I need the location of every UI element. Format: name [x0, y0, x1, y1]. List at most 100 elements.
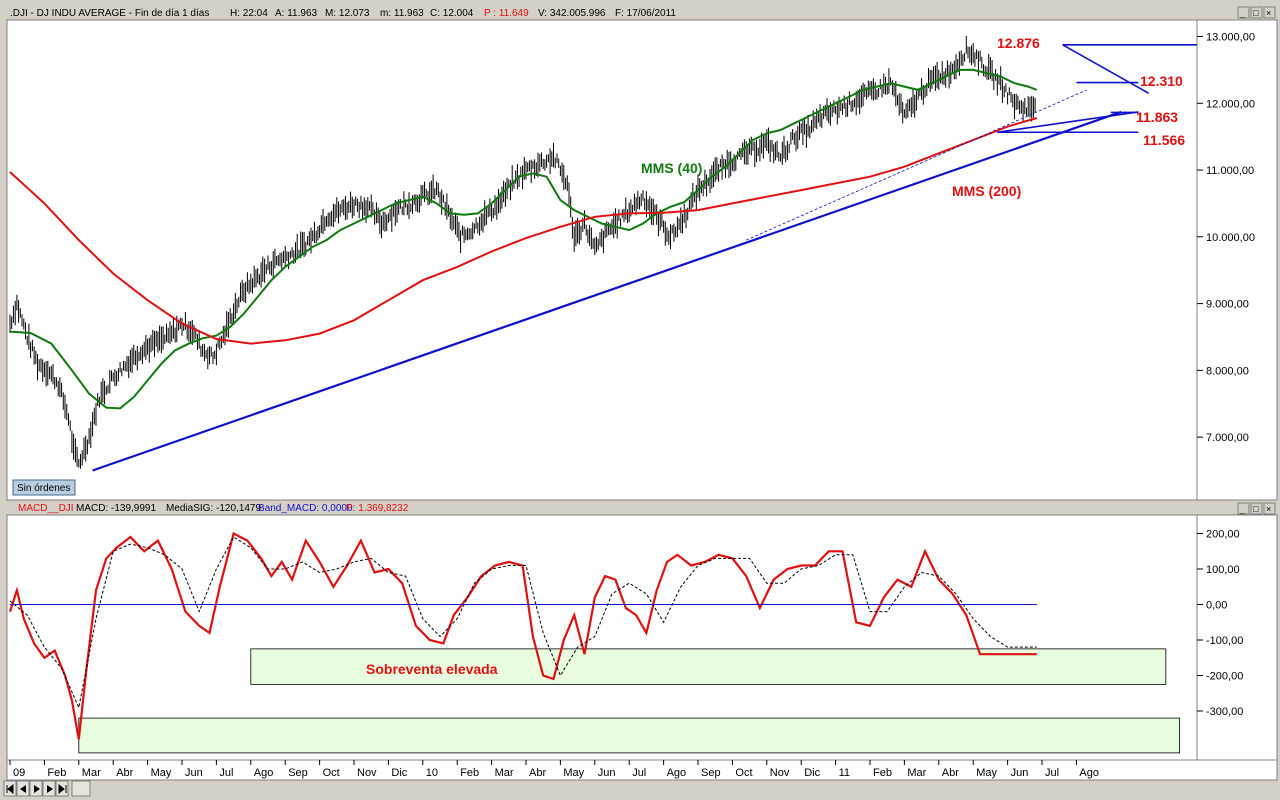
zone-extreme-oversold — [78, 717, 1181, 754]
maximize-icon: □ — [1253, 8, 1259, 18]
macd-header: MACD__DJI MACD: -139,9991 MediaSIG: -120… — [18, 503, 409, 514]
macd-maximize-icon: □ — [1253, 504, 1259, 514]
minimize-button[interactable] — [1237, 6, 1250, 19]
price-tick-label: 13.000,00 — [1206, 32, 1255, 44]
x-tick-label: Feb — [47, 767, 66, 779]
oversold-zones — [78, 648, 1181, 754]
macd-header-signal: MediaSIG: -120,1479 — [166, 503, 261, 514]
price-header: .DJI - DJ INDU AVERAGE - Fin de día 1 dí… — [10, 8, 676, 19]
time-axis-area — [6, 759, 1278, 781]
x-tick-label: Abr — [116, 767, 133, 779]
last-icon — [58, 783, 67, 795]
annotations: 12.876 12.310 11.863 11.566 MMS (40) MMS… — [366, 35, 1185, 677]
price-tick-label: 7.000,00 — [1206, 432, 1249, 444]
x-tick-label: Jun — [598, 767, 616, 779]
close-icon: × — [1266, 8, 1271, 18]
header-a: A: 11.963 — [275, 8, 318, 19]
x-tick-label: Jul — [219, 767, 233, 779]
next-icon — [47, 785, 53, 793]
trendlines-layer — [92, 43, 1197, 472]
x-tick-label: Jun — [1011, 767, 1029, 779]
macd-minimize-button[interactable] — [1237, 502, 1250, 515]
macd-minimize-icon: _ — [1239, 504, 1246, 514]
x-tick-label: Ago — [667, 767, 687, 779]
header-f: F: 17/06/2011 — [615, 8, 676, 19]
price-window-buttons[interactable]: _ □ × — [1237, 6, 1276, 19]
macd-axis-ticks: 200,00 100,00 0,00 -100,00 -200,00 -300,00 — [1197, 529, 1243, 718]
annotation-low2: 11.566 — [1143, 132, 1185, 148]
close-button[interactable] — [1263, 6, 1276, 19]
header-p: P : 11.649 — [484, 8, 529, 19]
price-tick-label: 10.000,00 — [1206, 232, 1255, 244]
trendline-dashed — [745, 89, 1087, 241]
price-tick-label: 11.000,00 — [1206, 165, 1254, 177]
macd-tick-label: -300,00 — [1206, 706, 1243, 718]
sin-ordenes-box[interactable] — [12, 479, 76, 496]
x-tick-label: Oct — [735, 767, 752, 779]
price-plot-area — [6, 19, 1198, 501]
price-series-layer — [9, 35, 1038, 469]
macd-tick-label: -100,00 — [1206, 635, 1243, 647]
price-axis-area — [1196, 19, 1278, 501]
x-tick-label: Abr — [942, 767, 959, 779]
x-tick-label: Sep — [701, 767, 721, 779]
prev-icon — [20, 785, 26, 793]
label-mms200: MMS (200) — [952, 183, 1021, 199]
series-mms200 — [9, 117, 1038, 345]
x-tick-label: Feb — [460, 767, 479, 779]
annotation-mid: 12.310 — [1140, 73, 1183, 89]
sin-ordenes-label: Sin órdenes — [17, 483, 70, 494]
macd-window-buttons[interactable]: _ □ × — [1237, 502, 1276, 515]
macd-series-layer — [8, 531, 1037, 740]
series-mediasig — [9, 536, 1037, 710]
macd-header-name: MACD__DJI — [18, 503, 74, 514]
macd-header-p: P: 1.369,8232 — [346, 503, 409, 514]
x-tick-label: 11 — [839, 767, 850, 779]
macd-header-macd: MACD: -139,9991 — [76, 503, 156, 514]
x-tick-label: Ago — [254, 767, 274, 779]
x-tick-label: May — [563, 767, 584, 779]
macd-tick-label: -200,00 — [1206, 671, 1243, 683]
price-axis-ticks: 13.000,00 12.000,00 11.000,00 10.000,00 9.00… — [1197, 32, 1255, 444]
series-mms40 — [9, 68, 1038, 410]
x-tick-label: Jul — [632, 767, 646, 779]
series-macd — [8, 531, 1037, 740]
sin-ordenes-button[interactable]: Sin órdenes — [12, 479, 76, 496]
x-tick-label: Mar — [82, 767, 101, 779]
time-axis: 09 Feb Mar Abr May Jun Jul Ago Sep Oct Nov Dic 10 Feb… — [9, 760, 1099, 779]
trendline-wedge-top — [1062, 44, 1150, 94]
x-tick-label: Mar — [907, 767, 926, 779]
macd-tick-label: 0,00 — [1206, 600, 1227, 612]
x-tick-label: Dic — [804, 767, 820, 779]
price-tick-label: 12.000,00 — [1206, 98, 1255, 110]
x-tick-label: May — [976, 767, 997, 779]
macd-close-button[interactable] — [1263, 502, 1276, 515]
macd-tick-label: 100,00 — [1206, 564, 1240, 576]
x-tick-label: 09 — [13, 767, 25, 779]
macd-header-band: Band_MACD: 0,0000 — [258, 503, 353, 514]
x-tick-label: Sep — [288, 767, 308, 779]
x-tick-label: Feb — [873, 767, 892, 779]
price-tick-label: 8.000,00 — [1206, 365, 1249, 377]
macd-axis-area — [1196, 514, 1278, 761]
nav-zoom-button[interactable] — [71, 780, 91, 797]
minimize-icon: _ — [1239, 8, 1246, 18]
macd-maximize-button[interactable] — [1250, 502, 1263, 515]
x-tick-label: Ago — [1079, 767, 1099, 779]
label-sobreventa: Sobreventa elevada — [366, 661, 498, 677]
annotation-high: 12.876 — [997, 35, 1040, 51]
trendline-support — [92, 110, 1122, 472]
x-tick-label: Mar — [495, 767, 514, 779]
trendline-wedge-bottom — [997, 111, 1139, 134]
header-v: V: 342.005.996 — [538, 8, 606, 19]
maximize-button[interactable] — [1250, 6, 1263, 19]
nav-buttons[interactable] — [3, 780, 91, 797]
header-c: C: 12.004 — [430, 8, 474, 19]
label-mms40: MMS (40) — [641, 160, 702, 176]
annotation-low1: 11.863 — [1136, 109, 1178, 125]
first-icon — [6, 783, 14, 795]
x-tick-label: 10 — [426, 767, 438, 779]
x-tick-label: Jul — [1045, 767, 1059, 779]
x-tick-label: Nov — [357, 767, 377, 779]
